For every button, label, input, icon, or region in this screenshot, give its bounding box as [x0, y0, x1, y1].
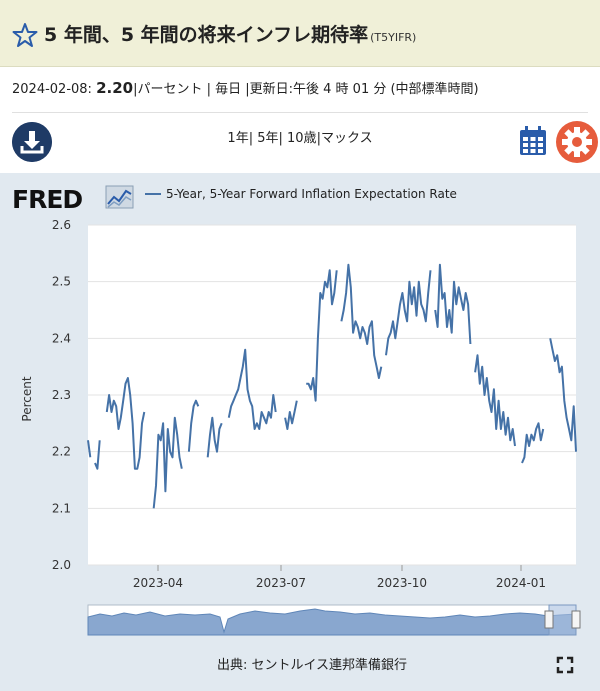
fred-logo-graph-icon — [105, 185, 134, 209]
divider — [12, 112, 588, 113]
header: 5 年間、5 年間の将来インフレ期待率 (T5YIFR) — [0, 0, 600, 67]
series-segment — [105, 377, 146, 470]
download-icon[interactable] — [12, 122, 52, 162]
navigator-series — [87, 608, 577, 636]
y-axis: 2.0 2.1 2.2 2.3 2.4 2.5 2.6 — [52, 218, 71, 572]
x-axis: 2023-04 2023-07 2023-10 2024-01 — [133, 565, 546, 590]
series-segment — [340, 263, 383, 379]
series-segment — [385, 270, 432, 356]
x-tick-label: 2024-01 — [496, 576, 546, 590]
y-tick-label: 2.4 — [52, 331, 71, 345]
chart-area: FRED 5-Year, 5-Year Forward Inflation Ex… — [0, 173, 600, 691]
series-title: 5 年間、5 年間の将来インフレ期待率 — [44, 24, 369, 46]
series-segment — [549, 338, 577, 452]
star-icon[interactable] — [12, 22, 38, 48]
line-chart: FRED 5-Year, 5-Year Forward Inflation Ex… — [12, 185, 581, 674]
y-tick-label: 2.2 — [52, 445, 71, 459]
source-credit: 出典: セントルイス連邦準備銀行 — [217, 657, 407, 673]
navigator-handle-right[interactable] — [571, 610, 581, 629]
range-5y[interactable]: 5年 — [257, 131, 279, 146]
range-max[interactable]: マックス — [320, 131, 373, 146]
range-selector: 1年| 5年| 10歳|マックス — [227, 131, 373, 146]
series-segment — [474, 354, 516, 447]
series-segment — [284, 400, 298, 430]
observation-date: 2024-02-08: — [12, 82, 92, 97]
y-tick-label: 2.0 — [52, 558, 71, 572]
range-navigator[interactable] — [87, 604, 581, 636]
y-tick-label: 2.5 — [52, 275, 71, 289]
legend-entry: 5-Year, 5-Year Forward Inflation Expecta… — [166, 187, 457, 201]
y-tick-label: 2.3 — [52, 388, 71, 402]
gear-icon[interactable] — [556, 121, 598, 163]
series-code: (T5YIFR) — [370, 31, 417, 44]
x-tick-label: 2023-10 — [377, 576, 427, 590]
observation-info: |パーセント | 毎日 |更新日:午後 4 時 01 分 (中部標準時間) — [133, 82, 479, 97]
navigator-handle-left[interactable] — [544, 610, 554, 629]
range-10y[interactable]: 10歳 — [287, 131, 317, 146]
series-segment — [227, 348, 277, 430]
y-axis-label: Percent — [20, 376, 34, 421]
series-segment — [87, 440, 92, 458]
calendar-icon[interactable] — [519, 126, 547, 156]
series-segment — [434, 263, 472, 345]
x-tick-label: 2023-07 — [256, 576, 306, 590]
fred-logo: FRED — [12, 185, 82, 214]
series-segment — [187, 399, 200, 452]
x-tick-label: 2023-04 — [133, 576, 183, 590]
y-tick-label: 2.6 — [52, 218, 71, 232]
page-title: 5 年間、5 年間の将来インフレ期待率 (T5YIFR) — [44, 20, 416, 47]
observation-meta: 2024-02-08: 2.20|パーセント | 毎日 |更新日:午後 4 時 … — [12, 78, 479, 97]
fullscreen-icon[interactable] — [556, 656, 574, 674]
series-segment — [152, 416, 183, 509]
range-1y[interactable]: 1年 — [227, 131, 249, 146]
series-segment — [521, 422, 545, 464]
y-tick-label: 2.1 — [52, 501, 71, 515]
series-line — [87, 263, 577, 509]
series-segment — [306, 269, 338, 402]
observation-value: 2.20 — [96, 79, 134, 97]
series-segment — [94, 440, 101, 470]
series-segment — [206, 416, 223, 458]
